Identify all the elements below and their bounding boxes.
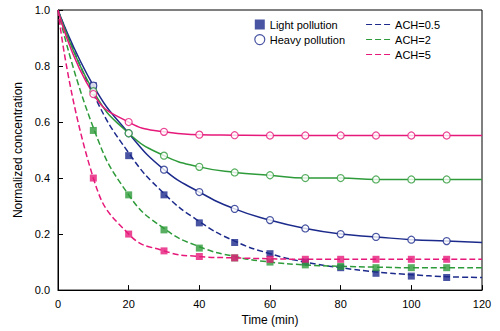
svg-text:0.6: 0.6	[35, 116, 50, 128]
svg-text:1.0: 1.0	[35, 4, 50, 16]
svg-text:20: 20	[123, 298, 135, 310]
svg-text:0.0: 0.0	[35, 284, 50, 296]
svg-text:ACH=5: ACH=5	[395, 49, 431, 61]
svg-text:Light pollution: Light pollution	[270, 19, 338, 31]
svg-text:Heavy pollution: Heavy pollution	[270, 34, 345, 46]
svg-text:0: 0	[55, 298, 61, 310]
svg-text:Normalized concentration: Normalized concentration	[11, 82, 25, 218]
svg-text:40: 40	[193, 298, 205, 310]
svg-text:120: 120	[473, 298, 491, 310]
svg-text:80: 80	[335, 298, 347, 310]
svg-text:100: 100	[402, 298, 420, 310]
svg-text:ACH=0.5: ACH=0.5	[395, 19, 440, 31]
svg-text:60: 60	[264, 298, 276, 310]
svg-text:0.4: 0.4	[35, 172, 50, 184]
svg-text:0.2: 0.2	[35, 228, 50, 240]
svg-text:0.8: 0.8	[35, 60, 50, 72]
svg-text:Time (min): Time (min)	[242, 313, 299, 327]
svg-text:ACH=2: ACH=2	[395, 34, 431, 46]
